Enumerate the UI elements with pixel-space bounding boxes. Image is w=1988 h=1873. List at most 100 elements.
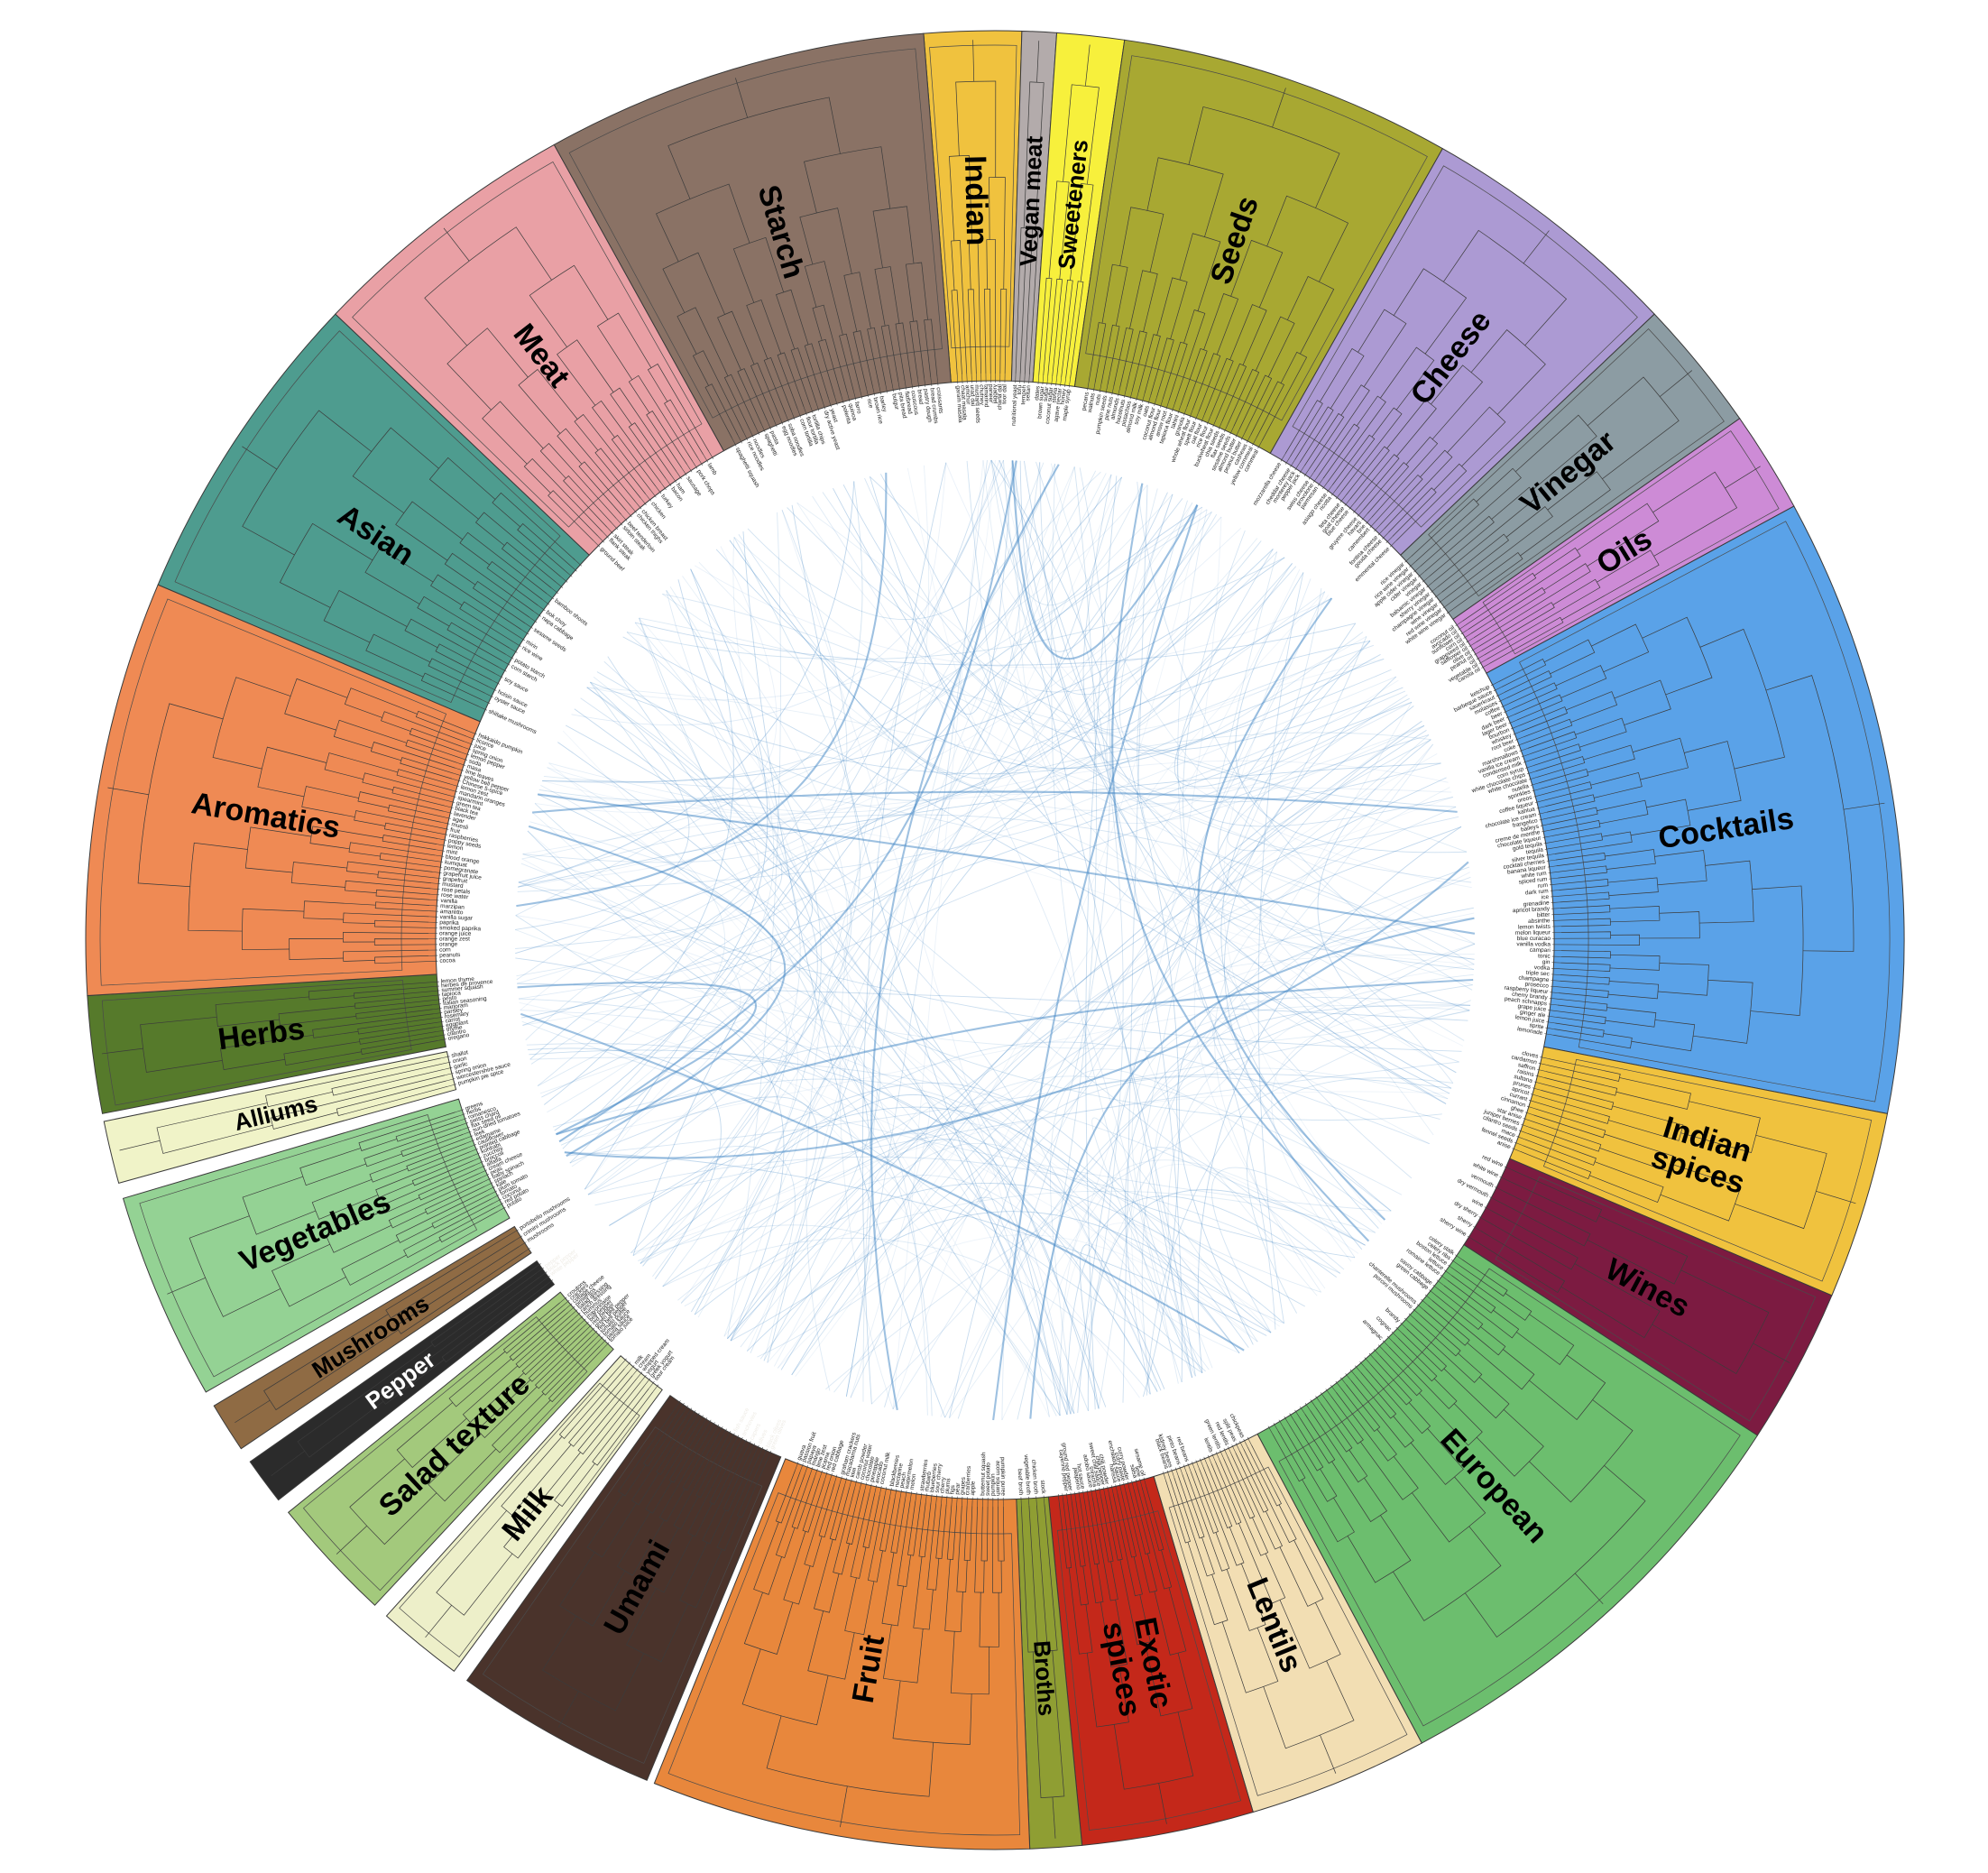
- leaf-tick: [791, 411, 796, 420]
- dendrogram-branch: [441, 1280, 547, 1363]
- leaf-tick: [1395, 1326, 1404, 1334]
- dendrogram-branch: [297, 1343, 434, 1458]
- dendrogram-root-stem: [1158, 1783, 1167, 1824]
- dendrogram-branch: [341, 1240, 407, 1286]
- leaf-label: shallot: [451, 1049, 469, 1059]
- flavor-edge: [537, 793, 1476, 935]
- leaf-tick: [1505, 714, 1515, 719]
- flavor-edge: [518, 462, 947, 883]
- flavor-edge: [515, 915, 799, 1304]
- leaf-tick: [1416, 1304, 1424, 1311]
- dendrogram-branch: [1539, 769, 1589, 789]
- leaf-label: lime: [1133, 1465, 1142, 1478]
- dendrogram-layer: [99, 40, 1891, 1839]
- dendrogram-branch: [692, 350, 744, 433]
- flavor-edge: [822, 492, 1472, 883]
- dendrogram-root-stem: [235, 1399, 271, 1424]
- leaf-tick: [488, 686, 497, 691]
- leaf-tick: [1489, 1196, 1498, 1202]
- dendrogram-branch: [365, 633, 431, 678]
- flavor-edge: [839, 460, 1017, 1410]
- leaf-tick: [1189, 409, 1193, 419]
- dendrogram-branch: [804, 146, 891, 214]
- leaf-tick: [1391, 1331, 1399, 1339]
- flavor-edge: [1173, 563, 1410, 788]
- wedge-frame: [139, 1114, 478, 1378]
- dendrogram-branch: [1174, 309, 1206, 403]
- leaf-tick: [737, 435, 742, 444]
- leaf-label: paneer: [988, 384, 994, 403]
- dendrogram-branch: [1560, 1263, 1661, 1339]
- leaf-tick: [520, 629, 529, 635]
- dendrogram-branch: [1370, 1360, 1413, 1406]
- flavor-edge: [1111, 483, 1370, 1242]
- leaf-tick: [649, 1381, 655, 1389]
- leaf-tick: [1174, 1467, 1179, 1477]
- dendrogram-branch: [358, 1112, 456, 1151]
- leaf-tick: [1154, 397, 1157, 406]
- flavor-edge: [569, 1096, 818, 1342]
- leaf-tick: [754, 1444, 759, 1454]
- leaf-label: coconut sugar: [1045, 386, 1054, 424]
- leaf-tick: [1532, 788, 1542, 792]
- flavor-edge: [1260, 720, 1447, 1104]
- flavor-edge: [1212, 997, 1471, 1212]
- leaf-label: peach: [899, 1472, 908, 1489]
- dendrogram-branch: [1420, 467, 1522, 567]
- dendrogram-root-stem: [336, 1526, 367, 1555]
- dendrogram-branch: [563, 475, 612, 528]
- flavor-edge: [1167, 973, 1474, 1379]
- flavor-edge: [639, 617, 850, 1352]
- leaf-tick: [749, 429, 754, 438]
- leaf-tick: [431, 882, 441, 885]
- leaf-tick: [713, 1424, 720, 1433]
- leaf-tick: [1364, 1357, 1371, 1365]
- dendrogram-branch: [308, 982, 430, 1001]
- leaf-tick: [750, 1443, 756, 1452]
- leaf-tick: [483, 1177, 492, 1183]
- dendrogram-branch: [503, 1452, 581, 1559]
- leaf-label: sweet potato: [985, 1462, 991, 1496]
- leaf-tick: [582, 1321, 589, 1329]
- dendrogram-branch: [364, 1125, 460, 1167]
- flavor-edge: [639, 617, 1284, 1324]
- dendrogram-branch: [1294, 406, 1334, 463]
- dendrogram-branch: [424, 226, 552, 346]
- dendrogram-branch: [357, 791, 444, 812]
- dendrogram-branch: [1283, 1427, 1338, 1502]
- dendrogram-branch: [472, 580, 530, 624]
- leaf-tick: [778, 416, 784, 425]
- leaf-tick: [476, 1165, 485, 1170]
- flavor-edge: [812, 495, 1179, 1384]
- leaf-tick: [436, 849, 445, 852]
- flavor-edge: [557, 742, 1068, 1416]
- leaf-label: bitter: [1537, 912, 1551, 919]
- leaf-tick: [1533, 794, 1543, 798]
- leaf-tick: [1530, 1093, 1540, 1097]
- leaf-label: seitan: [1025, 385, 1032, 401]
- flavor-edge: [990, 459, 1180, 1398]
- dendrogram-branch: [1631, 1020, 1696, 1052]
- flavor-edge: [1066, 1195, 1337, 1415]
- dendrogram-branch: [833, 1489, 855, 1575]
- dendrogram-branch: [1384, 449, 1453, 530]
- dendrogram-branch: [373, 938, 429, 946]
- leaf-tick: [1267, 1426, 1274, 1435]
- leaf-tick: [809, 404, 814, 413]
- dendrogram-branch: [377, 871, 432, 884]
- leaf-tick: [625, 510, 632, 518]
- leaf-tick: [428, 910, 438, 912]
- dendrogram-branch: [1363, 462, 1410, 514]
- dendrogram-branch: [476, 1379, 538, 1439]
- flavor-edge: [684, 1190, 1376, 1307]
- leaf-tick: [746, 1441, 751, 1450]
- dendrogram-branch: [709, 1444, 743, 1506]
- leaf-tick: [690, 1410, 696, 1418]
- leaf-tick: [1535, 1075, 1545, 1078]
- flavor-edge: [1124, 1004, 1471, 1395]
- flavor-edge: [1195, 724, 1425, 1212]
- leaf-tick: [1284, 1416, 1290, 1425]
- dendrogram-branch: [1462, 572, 1537, 626]
- dendrogram-branch: [1431, 1300, 1506, 1356]
- dendrogram-branch: [736, 1457, 769, 1518]
